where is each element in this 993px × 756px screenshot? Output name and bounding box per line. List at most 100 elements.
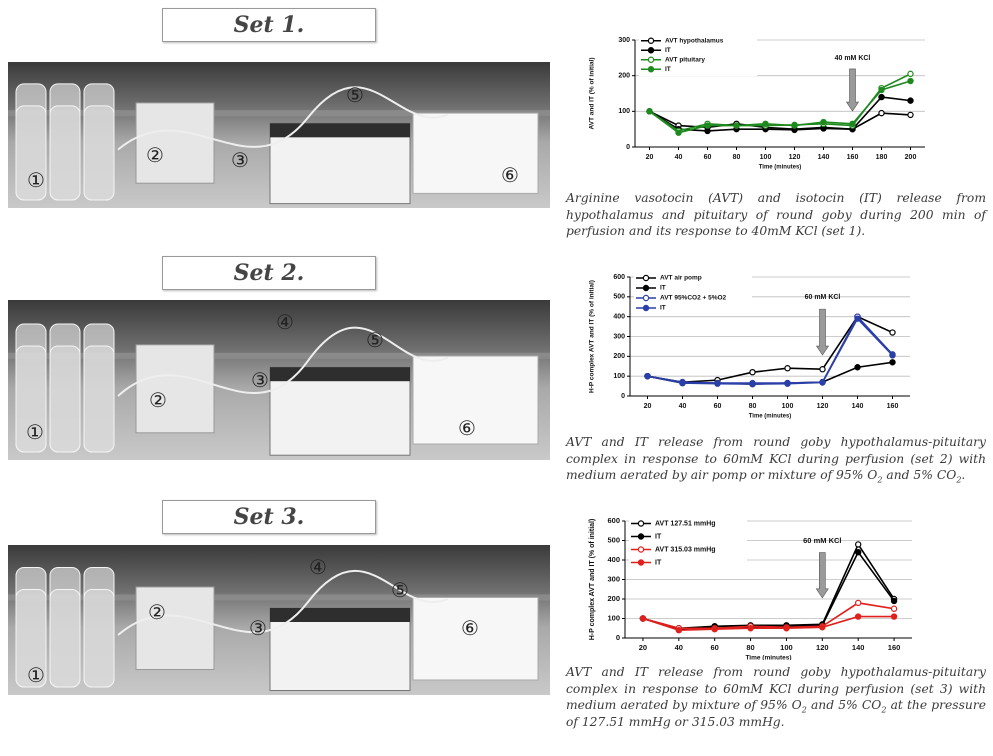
y-axis-label: AVT and IT (% of initial): [589, 57, 596, 129]
foam-box: [412, 112, 539, 194]
legend-label: IT: [655, 533, 662, 540]
caption-subscript: 2: [881, 705, 887, 715]
data-point: [820, 118, 827, 126]
bottle: [49, 345, 81, 453]
data-point: [749, 380, 756, 388]
photo-label: ③: [231, 148, 249, 172]
data-point: [783, 625, 790, 632]
series-line: [649, 96, 911, 132]
data-point: [747, 625, 754, 632]
x-tick-label: 80: [733, 154, 741, 161]
data-point: [907, 97, 914, 104]
legend-label: IT: [660, 305, 666, 312]
data-point: [819, 366, 826, 373]
legend-label: IT: [665, 47, 671, 54]
data-point: [878, 93, 885, 101]
annotation: 60 mM KCl: [805, 294, 841, 301]
y-tick-label: 200: [613, 353, 625, 360]
tubing: [117, 569, 449, 636]
photo-label: ①: [27, 168, 45, 192]
data-point: [890, 597, 898, 605]
x-tick-label: 40: [675, 643, 683, 652]
y-tick-label: 600: [613, 274, 625, 281]
bottle: [15, 345, 47, 453]
data-point: [907, 111, 914, 119]
x-tick-label: 80: [749, 403, 757, 410]
set-title: Set 1.: [162, 8, 376, 42]
caption-text: and 5% CO: [882, 468, 957, 482]
legend-label: AVT pituitary: [665, 56, 705, 63]
caption-text: at the pressure of 127.51 mmHg or 315.03…: [566, 698, 986, 729]
data-point: [675, 626, 683, 634]
legend-marker: [647, 37, 655, 44]
bottle: [15, 105, 47, 201]
y-tick-label: 300: [607, 574, 620, 583]
y-tick-label: 300: [618, 37, 630, 44]
arrow: [845, 68, 860, 112]
y-tick-label: 100: [607, 613, 620, 622]
bottle: [49, 589, 81, 688]
data-point: [854, 315, 861, 322]
data-point: [849, 120, 856, 128]
data-point: [733, 122, 740, 129]
x-tick-label: 120: [816, 643, 829, 652]
legend-label: AVT 315.03 mmHg: [655, 546, 716, 553]
tubing: [117, 326, 449, 397]
legend-label: IT: [660, 285, 666, 292]
y-axis-label: H-P complex AVT and IT (% of initial): [589, 519, 596, 641]
data-point: [819, 624, 826, 631]
series-line: [642, 615, 895, 632]
data-point: [878, 109, 885, 117]
data-point: [714, 380, 721, 387]
caption-text: AVT and IT release from round goby hypot…: [566, 435, 986, 482]
y-tick-label: 200: [607, 594, 620, 603]
shelf: [8, 110, 550, 117]
data-point: [907, 77, 914, 85]
x-tick-label: 160: [847, 154, 859, 161]
platform-top: [270, 123, 410, 138]
x-tick-label: 140: [818, 154, 830, 161]
x-tick-label: 60: [711, 643, 719, 652]
data-point: [854, 599, 862, 607]
x-tick-label: 20: [644, 403, 652, 410]
foam-box: [412, 597, 539, 681]
x-axis-label: Time (minutes): [759, 165, 802, 171]
photo-scene: [8, 323, 550, 456]
y-axis-label: H-P complex AVT and IT (% of initial): [589, 280, 596, 393]
legend-marker: [642, 274, 650, 282]
y-tick-label: 0: [621, 393, 625, 400]
y-tick-label: 0: [626, 144, 630, 151]
data-point: [646, 108, 653, 115]
data-point: [878, 86, 885, 94]
pump: [135, 586, 215, 670]
set-title: Set 2.: [162, 256, 376, 290]
pump: [135, 344, 215, 434]
photo-label: ②: [146, 143, 164, 167]
data-point: [854, 549, 862, 556]
y-tick-label: 100: [613, 373, 625, 380]
shelf: [8, 594, 550, 601]
legend-marker: [647, 47, 655, 54]
x-tick-label: 140: [852, 403, 864, 410]
x-tick-label: 160: [887, 403, 899, 410]
data-point: [791, 122, 798, 129]
data-point: [784, 380, 791, 387]
data-point: [711, 626, 718, 633]
chart: 0 100 200 300 400 500 600 20 40 60 80 100 120 140 160 T…: [589, 271, 910, 420]
y-tick-label: 600: [607, 516, 620, 525]
legend-label: AVT 95%CO2 + 5%O2: [660, 295, 727, 302]
x-tick-label: 120: [817, 403, 829, 410]
x-tick-label: 60: [704, 154, 712, 161]
legend-marker: [637, 546, 645, 553]
data-point: [854, 364, 861, 371]
legend-marker: [642, 304, 650, 312]
x-axis-label: Time (minutes): [745, 655, 791, 660]
bottle: [83, 589, 115, 688]
photo-label: ⑥: [458, 416, 476, 440]
bottle: [83, 105, 115, 201]
legend-marker: [637, 559, 645, 566]
x-axis-label: Time (minutes): [749, 414, 792, 420]
x-tick-label: 140: [852, 643, 865, 652]
